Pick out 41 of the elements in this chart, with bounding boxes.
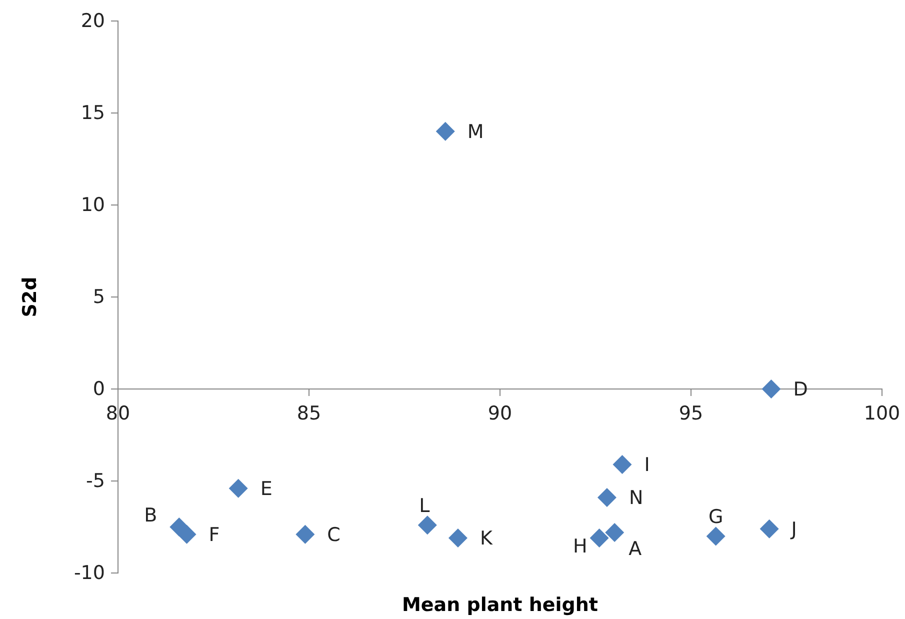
annotation: G bbox=[708, 506, 724, 528]
annotation: I bbox=[644, 454, 650, 476]
point bbox=[418, 516, 437, 535]
y-tick-label: 20 bbox=[80, 10, 105, 32]
annotation: A bbox=[628, 538, 642, 560]
y-tick-label: -5 bbox=[86, 470, 105, 492]
point bbox=[597, 488, 616, 508]
x-axis-title: Mean plant height bbox=[402, 594, 598, 616]
point bbox=[177, 524, 196, 544]
x-tick-label: 85 bbox=[296, 402, 322, 425]
y-tick-label: 15 bbox=[80, 102, 105, 124]
annotation: K bbox=[480, 528, 493, 550]
y-tick-label: 5 bbox=[92, 286, 105, 308]
point bbox=[296, 524, 315, 544]
annotation: L bbox=[419, 494, 430, 517]
annotation: E bbox=[260, 478, 272, 500]
point bbox=[612, 454, 632, 474]
annotation: D bbox=[793, 378, 808, 401]
y-tick-label: -10 bbox=[74, 562, 105, 584]
annotation: B bbox=[144, 504, 158, 527]
x-tick-label: 100 bbox=[864, 402, 900, 425]
annotation: H bbox=[573, 536, 588, 558]
point bbox=[590, 528, 609, 548]
y-axis-title: S2d bbox=[19, 276, 41, 318]
point bbox=[760, 519, 779, 538]
point bbox=[605, 523, 624, 542]
x-tick-label: 80 bbox=[106, 402, 130, 425]
y-tick-label: 10 bbox=[80, 194, 105, 216]
annotation: N bbox=[628, 487, 644, 510]
point bbox=[706, 526, 726, 546]
annotation: C bbox=[327, 524, 340, 546]
x-tick-label: 95 bbox=[678, 402, 704, 425]
annotation: F bbox=[208, 524, 220, 546]
x-tick-label: 90 bbox=[488, 402, 512, 425]
annotation: J bbox=[790, 518, 797, 540]
point bbox=[228, 478, 248, 498]
point bbox=[762, 380, 781, 398]
point bbox=[448, 528, 468, 548]
annotation: M bbox=[467, 121, 484, 144]
point bbox=[436, 122, 455, 141]
y-tick-label: 0 bbox=[92, 378, 105, 400]
